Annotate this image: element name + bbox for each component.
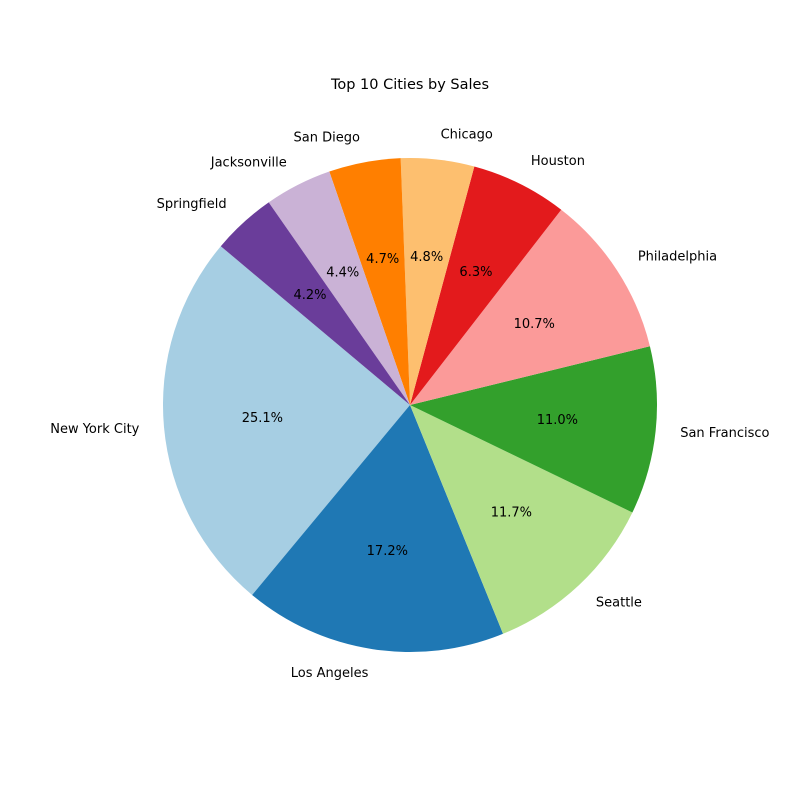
pie-slice-jacksonville	[268, 171, 410, 405]
pie-slice-los-angeles	[252, 405, 504, 653]
pie-slice-chicago	[400, 158, 475, 405]
pie-slices	[162, 158, 658, 653]
slice-percent-jacksonville: 4.4%	[326, 265, 359, 280]
pie-slice-san-diego	[329, 158, 410, 405]
slice-label-houston: Houston	[531, 154, 585, 169]
pie-slice-new-york-city	[162, 246, 410, 595]
slice-percent-philadelphia: 10.7%	[514, 317, 555, 332]
slice-percent-los-angeles: 17.2%	[367, 544, 408, 559]
slice-percent-new-york-city: 25.1%	[242, 411, 283, 426]
slice-percent-san-diego: 4.7%	[366, 252, 399, 267]
slice-label-philadelphia: Philadelphia	[638, 249, 717, 264]
pie-slice-san-francisco	[410, 346, 658, 513]
pie-percent-labels: 25.1% 17.2% 11.7% 11.0% 10.7% 6.3% 4.8% 4.7% 4.4…	[242, 250, 578, 559]
slice-percent-houston: 6.3%	[459, 265, 492, 280]
slice-percent-seattle: 11.7%	[491, 506, 532, 521]
pie-slice-houston	[410, 166, 562, 405]
slice-percent-springfield: 4.2%	[293, 288, 326, 303]
pie-labels: New York City Los Angeles Seattle San Franc…	[50, 128, 769, 681]
slice-label-seattle: Seattle	[596, 596, 642, 611]
slice-label-springfield: Springfield	[157, 197, 227, 212]
pie-slice-springfield	[220, 202, 410, 405]
slice-label-chicago: Chicago	[441, 128, 493, 143]
slice-percent-san-francisco: 11.0%	[537, 413, 578, 428]
slice-label-los-angeles: Los Angeles	[291, 666, 369, 681]
slice-label-new-york-city: New York City	[50, 422, 139, 437]
slice-label-san-francisco: San Francisco	[680, 426, 769, 441]
slice-label-jacksonville: Jacksonville	[210, 155, 287, 170]
slice-percent-chicago: 4.8%	[410, 250, 443, 265]
pie-slice-philadelphia	[410, 209, 650, 405]
slice-label-san-diego: San Diego	[294, 130, 360, 145]
pie-slice-seattle	[410, 405, 633, 634]
chart-title: Top 10 Cities by Sales	[330, 77, 489, 93]
